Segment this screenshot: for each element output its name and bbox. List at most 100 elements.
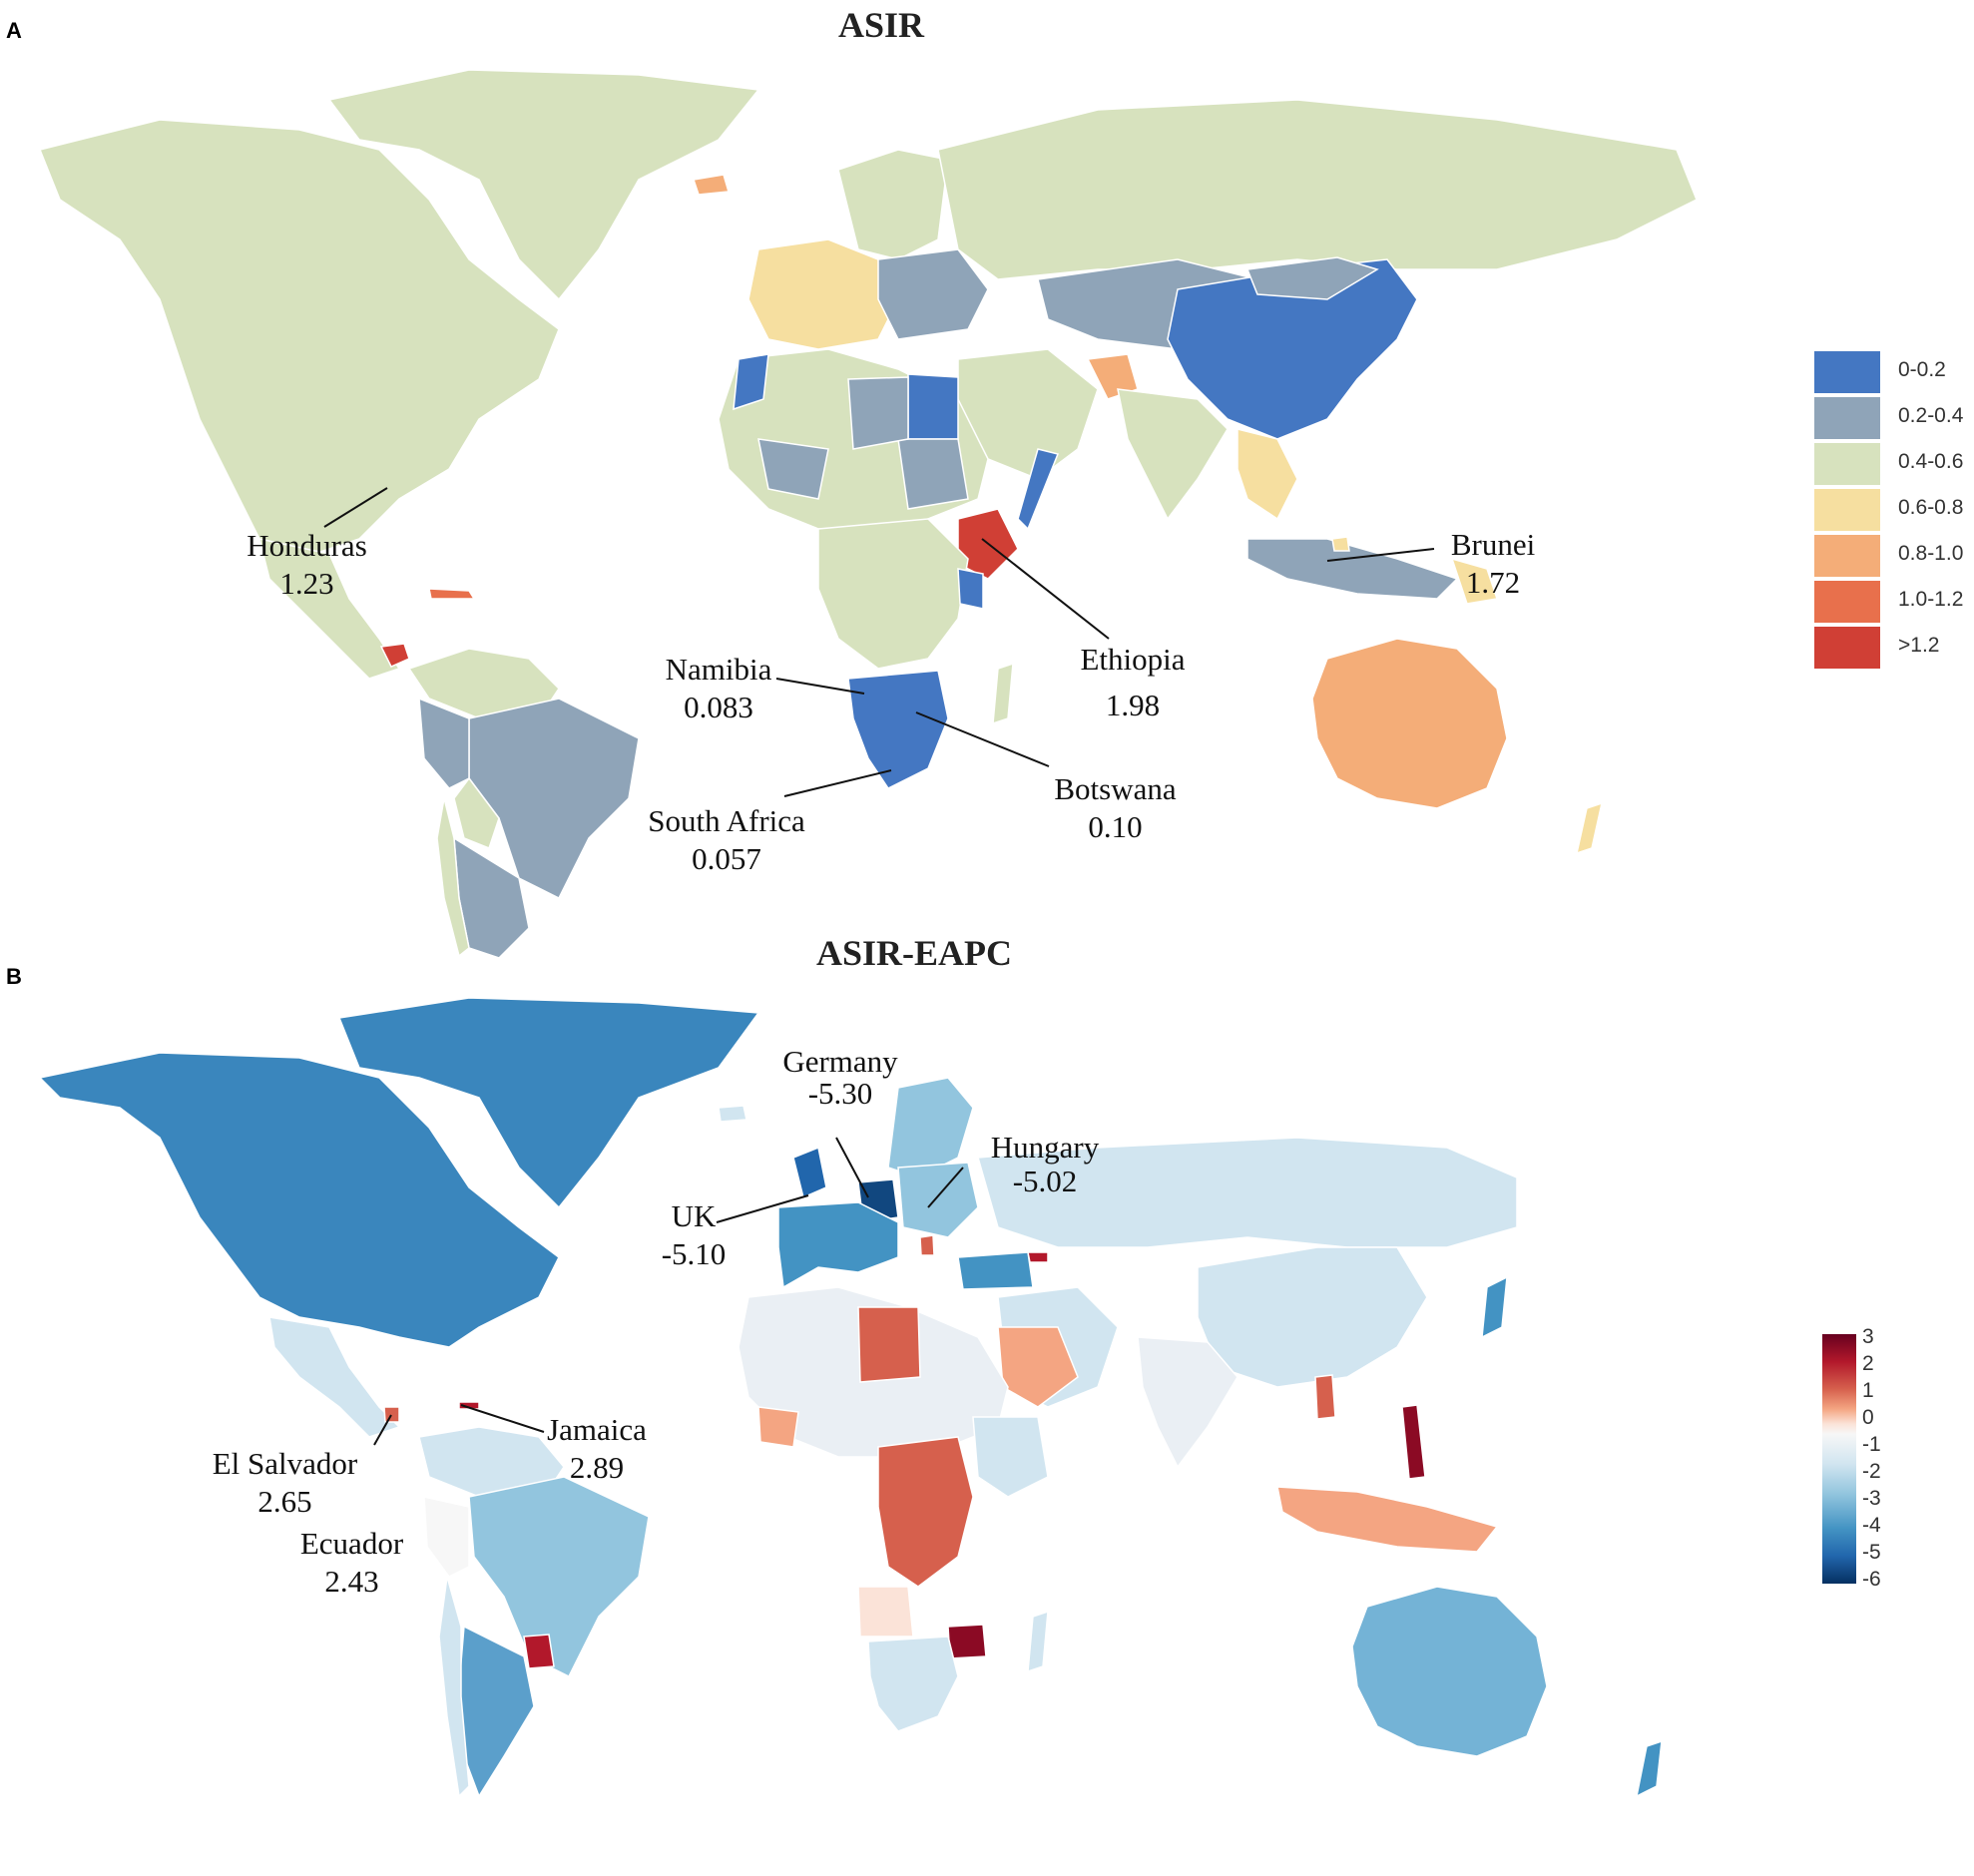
map-b-brazil [468,1476,650,1678]
annotation-germany: Germany -5.30 [750,1046,930,1110]
annotation-south-africa: South Africa 0.057 [617,802,836,878]
map-b-west-africa-red [757,1406,799,1448]
map-b-new-zealand [1635,1739,1663,1798]
leader-botswana [915,711,1050,767]
annotation-brunei: Brunei 1.72 [1419,526,1567,602]
annotation-jamaica-name: Jamaica [547,1412,647,1447]
annotation-germany-name: Germany [782,1044,898,1079]
map-b-chile [438,1576,470,1798]
map-b-peru [423,1496,470,1578]
map-a-kenya [957,568,984,610]
leader-brunei [1326,548,1435,562]
panel-a-letter: A [6,18,22,43]
map-b-central-africa [877,1436,974,1588]
map-a-caribbean [428,588,476,600]
map-a-greenland [327,69,760,301]
legend-swatch-3 [1814,489,1880,531]
map-a-mexico [257,538,401,680]
annotation-namibia-name: Namibia [665,652,772,687]
legend-label-2: 0.4-0.6 [1898,450,1964,473]
colorbar-tick-7: -4 [1862,1514,1881,1537]
map-a-russia [937,99,1698,280]
annotation-el-salvador-name: El Salvador [212,1446,358,1481]
annotation-ecuador-value: 2.43 [324,1564,379,1599]
map-a-libya [847,376,909,450]
map-a-new-zealand [1575,801,1604,855]
map-a-india [1117,388,1229,521]
panel-a-title: ASIR [838,5,925,45]
leader-germany [835,1137,869,1198]
panel-b-letter: B [6,964,22,989]
map-b-russia [977,1137,1518,1248]
annotation-botswana: Botswana 0.10 [1028,770,1203,846]
annotation-el-salvador: El Salvador 2.65 [188,1445,382,1521]
map-a-china [1167,258,1418,440]
map-a-north-america [38,119,560,560]
map-b-madagascar [1027,1610,1049,1673]
legend-item-1: 0.2-0.4 [1814,397,1974,439]
legend-item-4: 0.8-1.0 [1814,535,1974,577]
colorbar-tick-5: -2 [1862,1460,1881,1483]
annotation-uk: UK -5.10 [639,1197,748,1273]
map-a-somalia [1017,448,1060,531]
colorbar-tick-9: -6 [1862,1568,1881,1591]
legend-item-0: 0-0.2 [1814,351,1974,393]
leader-hungary [927,1167,964,1208]
map-b-argentina [458,1625,535,1798]
map-b [38,997,1663,1798]
annotation-namibia: Namibia 0.083 [629,651,808,726]
annotation-botswana-name: Botswana [1054,771,1177,806]
annotation-honduras: Honduras 1.23 [205,527,409,603]
map-a-egypt [907,373,959,440]
annotation-honduras-value: 1.23 [279,566,334,601]
leader-ethiopia [981,538,1110,640]
map-a-png [1450,557,1498,605]
leader-uk [716,1194,809,1223]
map-a-western-europe [747,238,899,350]
legend-item-2: 0.4-0.6 [1814,443,1974,485]
annotation-ecuador-name: Ecuador [299,1526,404,1561]
map-b-scandinavia [887,1077,974,1178]
map-b-western-europe [777,1201,899,1289]
legend-swatch-2 [1814,443,1880,485]
legend-item-5: 1.0-1.2 [1814,581,1974,623]
annotation-uk-value: -5.10 [661,1236,727,1271]
map-b-balkan-red [919,1234,935,1256]
map-a-australia [1311,638,1508,809]
map-a-afghanistan [1086,353,1139,400]
map-a-honduras [379,643,410,668]
panel-b-leader-lines [373,1137,964,1446]
map-b-philippines [1401,1404,1426,1480]
annotation-ethiopia: Ethiopia 1.98 [1048,641,1218,724]
annotation-ethiopia-name: Ethiopia [1080,642,1186,677]
map-a-brunei [1331,536,1350,552]
map-b-zimbabwe [947,1624,987,1659]
panel-b-title: ASIR-EAPC [816,933,1013,973]
map-a-central-africa [817,518,969,670]
map-b-vietnam [1314,1374,1336,1420]
legend-item-6: >1.2 [1814,627,1974,669]
map-b-eastern-europe [897,1162,979,1238]
map-b-jamaica [458,1401,480,1410]
leader-honduras [323,487,388,528]
annotation-germany-value: -5.30 [807,1076,873,1111]
map-b-mexico [268,1316,401,1438]
colorbar-tick-6: -3 [1862,1487,1881,1510]
leader-el-salvador [373,1414,392,1446]
annotation-south-africa-value: 0.057 [692,841,761,876]
panel-a-leader-lines [323,487,1435,797]
map-a-madagascar [992,662,1014,725]
map-a-se-asia [1236,428,1298,521]
leader-south-africa [783,769,892,797]
map-b-east-africa [972,1416,1049,1498]
annotation-ecuador: Ecuador 2.43 [284,1525,419,1601]
map-a-mongolia [1245,256,1379,300]
map-b-india [1137,1336,1238,1469]
leader-jamaica [460,1404,545,1433]
annotation-south-africa-name: South Africa [648,803,805,838]
legend-label-6: >1.2 [1898,634,1940,657]
map-b-australia [1351,1586,1548,1757]
map-a-sudan [897,438,969,510]
colorbar-tick-1: 2 [1862,1352,1874,1375]
